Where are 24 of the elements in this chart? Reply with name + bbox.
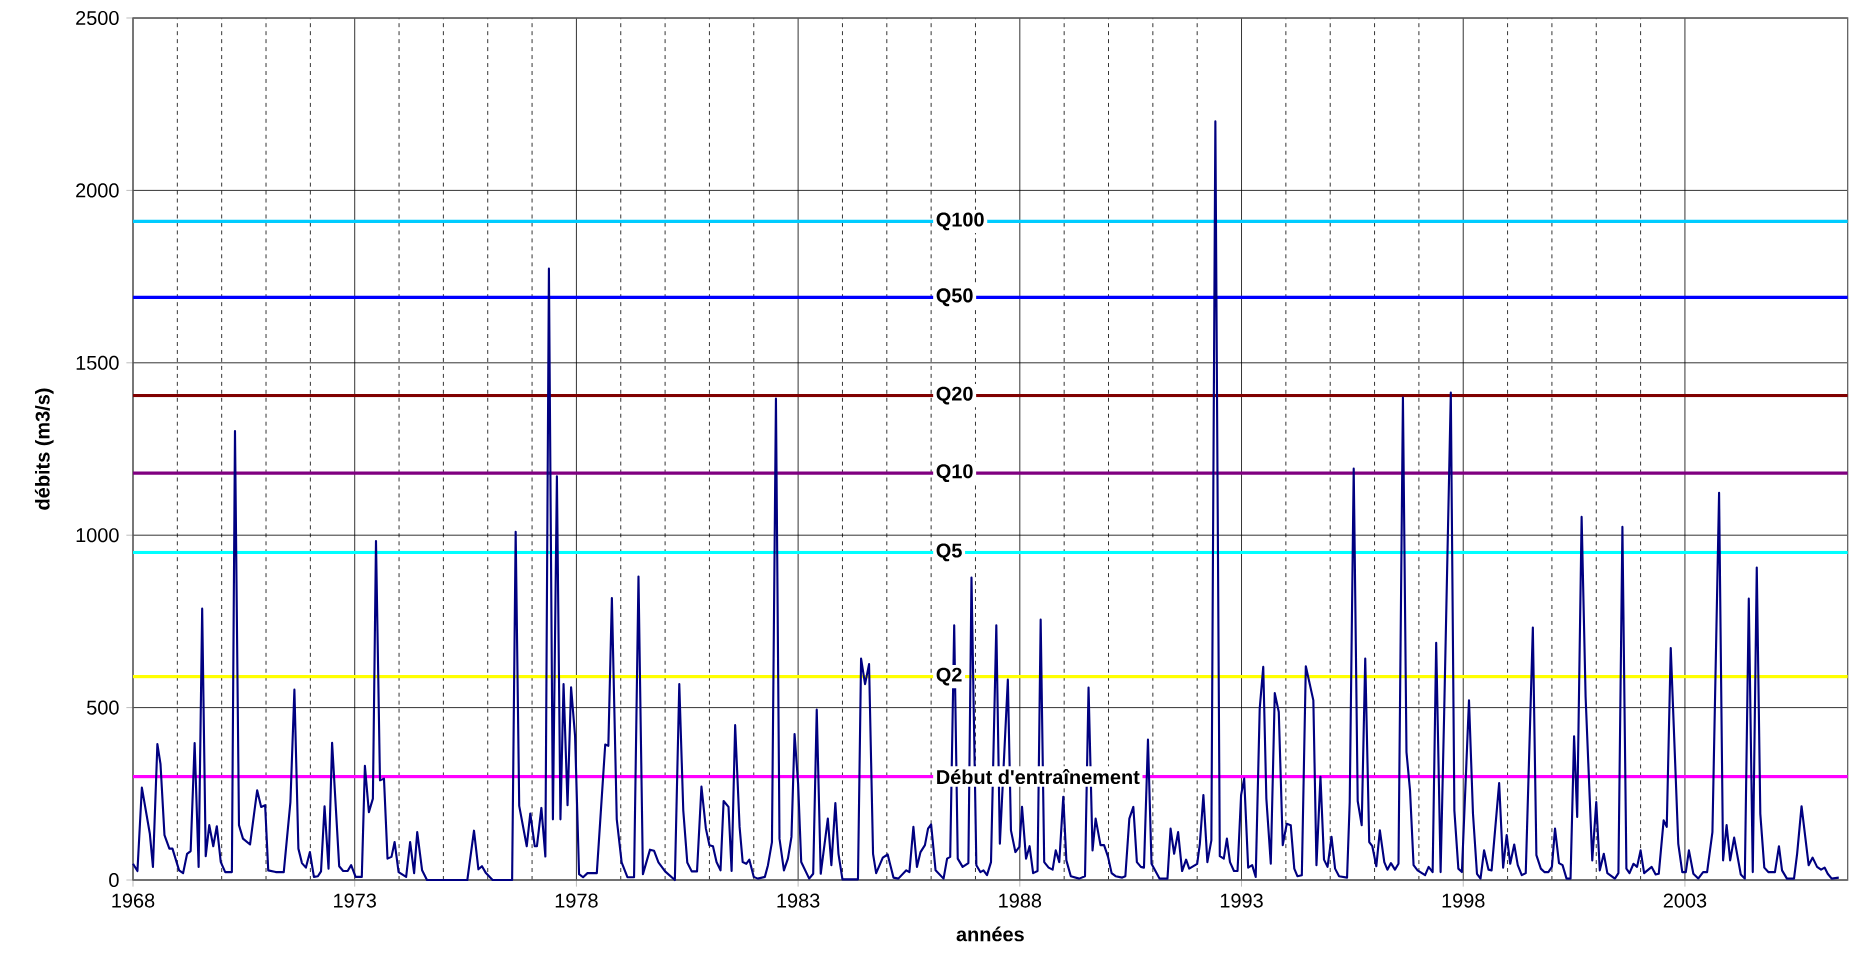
x-tick-label: 1988: [999, 893, 1042, 908]
x-tick-label: 1983: [777, 893, 820, 908]
y-tick-label: 2000: [76, 183, 119, 198]
x-tick-label: 1973: [334, 893, 376, 908]
x-tick-label: 2003: [1663, 893, 1707, 908]
ref-line-label: Q50: [936, 288, 973, 307]
y-axis-title: débits (m3/s): [34, 388, 54, 510]
x-tick-label: 1978: [555, 893, 598, 908]
ref-line-label: Q100: [936, 212, 984, 231]
x-tick-label: 1998: [1442, 893, 1485, 908]
y-tick-label: 2500: [76, 10, 119, 26]
ref-line-label: Q2: [936, 667, 962, 686]
y-tick-label: 1500: [76, 355, 119, 370]
y-tick-label: 500: [87, 700, 119, 715]
x-tick-label: 1968: [112, 893, 155, 908]
ref-line-label: Q20: [936, 386, 973, 405]
x-axis-title: années: [956, 926, 1024, 942]
line-series: [131, 120, 1840, 882]
y-tick-label: 1000: [76, 528, 119, 543]
y-tick-label: 0: [109, 872, 119, 888]
ref-line-label: Q5: [936, 543, 962, 562]
ref-line-label: Q10: [936, 464, 973, 483]
ref-line-label: Début d'entraînement: [937, 769, 1140, 785]
x-tick-label: 1993: [1220, 893, 1263, 908]
